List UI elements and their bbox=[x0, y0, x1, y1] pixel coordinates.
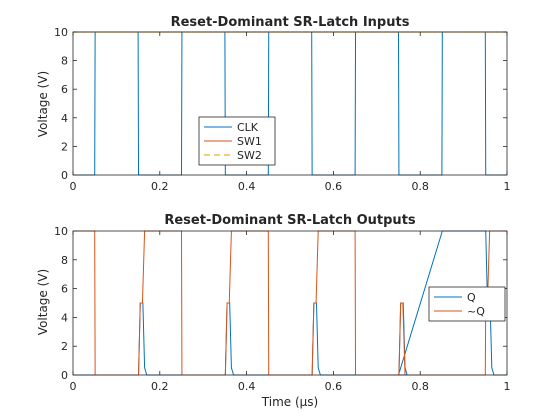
outputs-ytick-label: 8 bbox=[61, 254, 68, 267]
inputs-xtick-label: 0.8 bbox=[411, 180, 429, 193]
inputs-legend-label: SW2 bbox=[237, 149, 262, 162]
inputs-ytick-label: 8 bbox=[61, 55, 68, 68]
inputs-xtick-label: 1 bbox=[504, 180, 511, 193]
outputs-xtick-label: 0.8 bbox=[411, 380, 429, 393]
inputs-legend-label: SW1 bbox=[237, 135, 262, 148]
outputs-ytick-label: 10 bbox=[54, 225, 68, 238]
outputs-ylabel: Voltage (V) bbox=[36, 269, 50, 335]
outputs-xtick-label: 1 bbox=[504, 380, 511, 393]
inputs-axes: Reset-Dominant SR-Latch Inputs Voltage (… bbox=[36, 15, 511, 193]
outputs-legend-box bbox=[428, 286, 506, 322]
inputs-ytick-label: 4 bbox=[61, 112, 68, 125]
outputs-title: Reset-Dominant SR-Latch Outputs bbox=[164, 213, 416, 228]
inputs-xtick-label: 0.4 bbox=[238, 180, 256, 193]
inputs-ytick-label: 6 bbox=[61, 83, 68, 96]
outputs-ytick-label: 4 bbox=[61, 311, 68, 324]
outputs-legend-label: ~Q bbox=[467, 305, 485, 318]
outputs-xtick-label: 0.2 bbox=[151, 380, 169, 393]
inputs-ytick-label: 10 bbox=[54, 26, 68, 39]
inputs-xtick-label: 0 bbox=[70, 180, 77, 193]
inputs-legend-label: CLK bbox=[237, 121, 259, 134]
inputs-xtick-label: 0.6 bbox=[325, 180, 343, 193]
inputs-plot-area bbox=[73, 32, 507, 175]
inputs-ylabel: Voltage (V) bbox=[36, 71, 50, 137]
outputs-xlabel: Time (μs) bbox=[261, 395, 318, 409]
outputs-xtick-label: 0.6 bbox=[325, 380, 343, 393]
inputs-xtick-label: 0.2 bbox=[151, 180, 169, 193]
inputs-title: Reset-Dominant SR-Latch Inputs bbox=[171, 15, 410, 30]
inputs-ytick-label: 0 bbox=[61, 169, 68, 182]
inputs-ytick-label: 2 bbox=[61, 140, 68, 153]
outputs-ytick-label: 0 bbox=[61, 369, 68, 382]
outputs-axes-box bbox=[72, 230, 508, 376]
outputs-ytick-label: 2 bbox=[61, 340, 68, 353]
outputs-xtick-label: 0.4 bbox=[238, 380, 256, 393]
outputs-xtick-label: 0 bbox=[70, 380, 77, 393]
inputs-axes-box bbox=[72, 31, 508, 176]
outputs-legend-label: Q bbox=[467, 291, 476, 304]
outputs-axes: Reset-Dominant SR-Latch Outputs Voltage … bbox=[36, 213, 511, 409]
outputs-ytick-label: 6 bbox=[61, 283, 68, 296]
